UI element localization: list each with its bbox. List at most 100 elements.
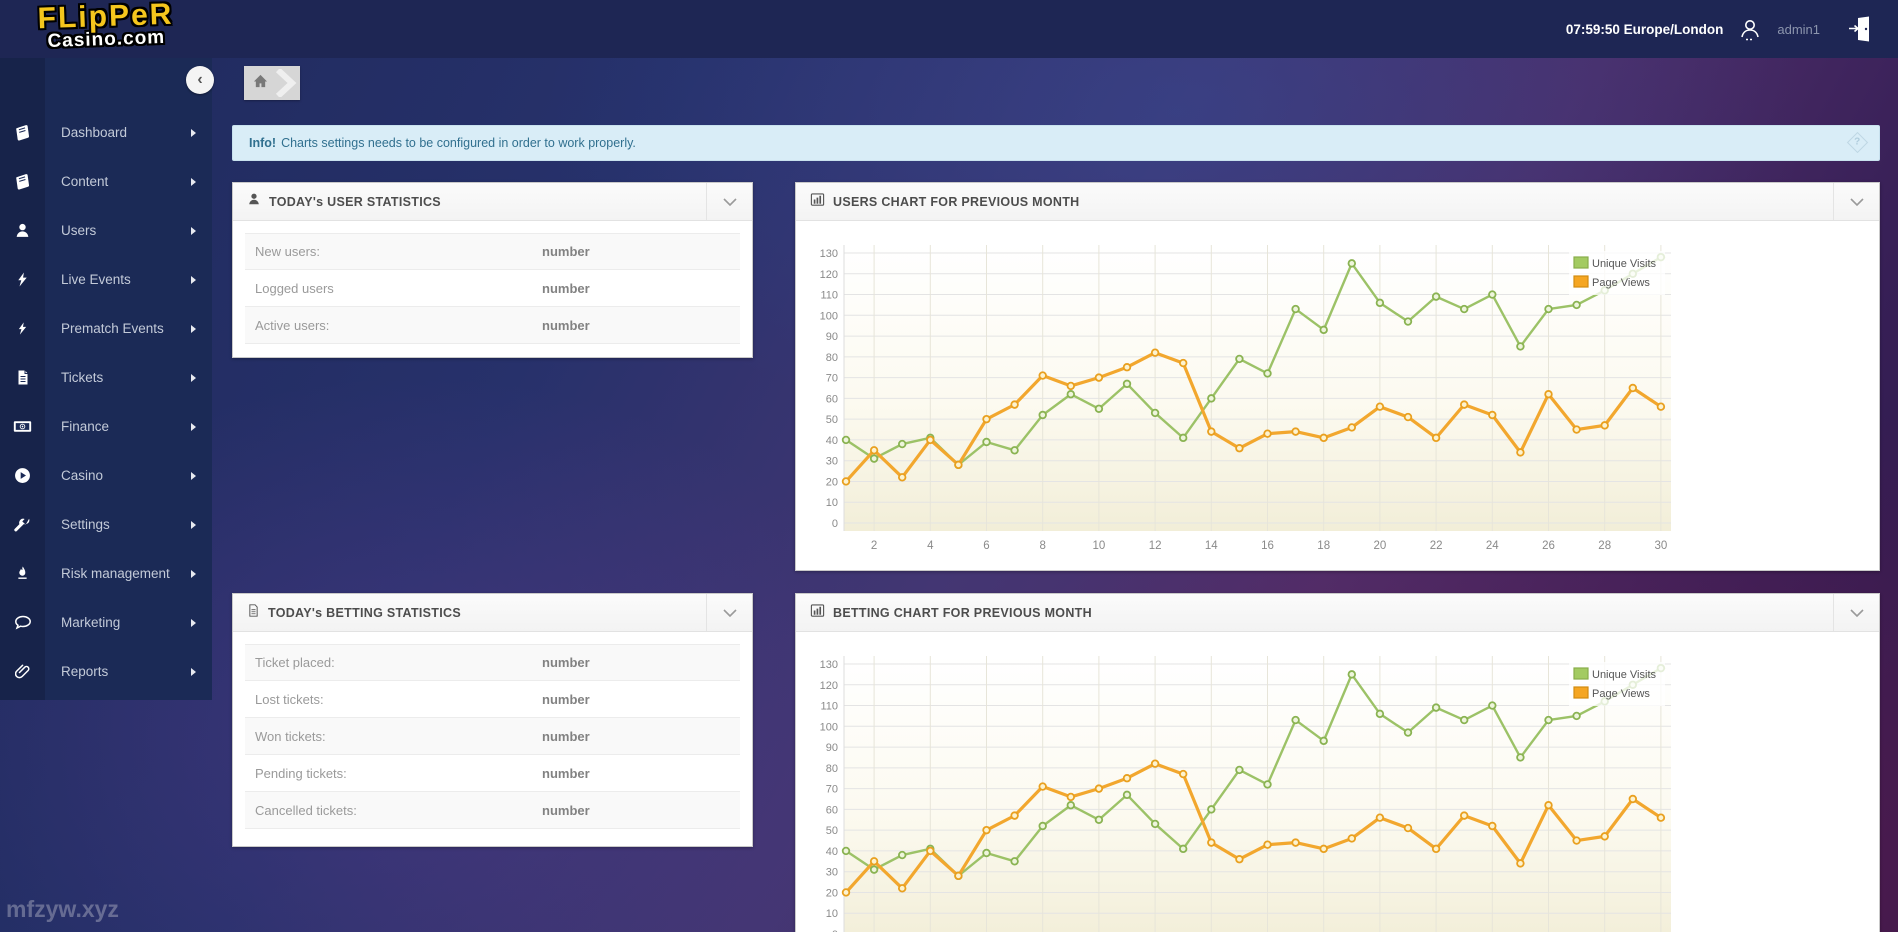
user-statistics-panel: TODAY's USER STATISTICS New users: numbe… bbox=[232, 182, 753, 358]
book-icon bbox=[0, 124, 45, 141]
svg-text:110: 110 bbox=[820, 290, 838, 302]
home-icon[interactable] bbox=[253, 74, 268, 93]
chevron-right-icon bbox=[191, 373, 196, 382]
svg-text:30: 30 bbox=[826, 456, 838, 468]
svg-text:70: 70 bbox=[826, 373, 838, 385]
breadcrumb[interactable] bbox=[244, 66, 300, 100]
svg-text:10: 10 bbox=[826, 497, 838, 509]
bolt-icon bbox=[0, 321, 45, 336]
svg-text:28: 28 bbox=[1598, 540, 1611, 552]
users-chart-panel: USERS CHART FOR PREVIOUS MONTH 0 10 20 30 40… bbox=[795, 182, 1880, 571]
flame-icon bbox=[0, 565, 45, 582]
svg-text:0: 0 bbox=[832, 518, 838, 530]
svg-text:40: 40 bbox=[826, 435, 838, 447]
document-icon bbox=[0, 369, 45, 386]
collapse-panel-button[interactable] bbox=[706, 594, 752, 631]
panel-header: BETTING CHART FOR PREVIOUS MONTH bbox=[796, 594, 1879, 632]
chevron-right-icon bbox=[191, 177, 196, 186]
users-line-chart[interactable]: 0 10 20 30 40 50 60 70 80 90 100 110 120 130 2 4 6 8 10 12 1… bbox=[796, 221, 1879, 571]
sidebar-item-reports[interactable]: Reports bbox=[0, 647, 212, 696]
info-alert: Info! Charts settings needs to be config… bbox=[232, 125, 1880, 161]
collapse-panel-button[interactable] bbox=[1833, 183, 1879, 220]
chevron-right-icon bbox=[191, 471, 196, 480]
collapse-panel-button[interactable] bbox=[706, 183, 752, 220]
sidebar-item-dashboard[interactable]: Dashboard bbox=[0, 108, 212, 157]
sidebar-item-prematch-events[interactable]: Prematch Events bbox=[0, 304, 212, 353]
stat-label: Logged users bbox=[255, 280, 334, 296]
user-avatar-icon[interactable] bbox=[1737, 16, 1763, 42]
svg-text:2: 2 bbox=[871, 540, 877, 552]
sidebar-item-tickets[interactable]: Tickets bbox=[0, 353, 212, 402]
panel-title: BETTING CHART FOR PREVIOUS MONTH bbox=[833, 605, 1092, 620]
sidebar-item-label: Prematch Events bbox=[61, 321, 164, 336]
stat-label: Lost tickets: bbox=[255, 691, 324, 707]
stat-row: Won tickets: number bbox=[245, 718, 740, 755]
betting-line-chart[interactable]: 0102030405060708090100110120130246810121… bbox=[796, 632, 1879, 932]
logo-text-casino: Casino.com bbox=[47, 26, 166, 53]
svg-text:50: 50 bbox=[826, 414, 838, 426]
svg-text:120: 120 bbox=[820, 269, 838, 281]
logout-door-icon[interactable] bbox=[1848, 16, 1872, 42]
svg-text:60: 60 bbox=[826, 393, 838, 405]
svg-text:16: 16 bbox=[1261, 540, 1274, 552]
svg-text:6: 6 bbox=[983, 540, 989, 552]
sidebar-item-settings[interactable]: Settings bbox=[0, 500, 212, 549]
casino-logo[interactable]: FLipPeR Casino.com bbox=[37, 0, 174, 53]
stat-row: Lost tickets: number bbox=[245, 681, 740, 718]
sidebar-item-risk-management[interactable]: Risk management bbox=[0, 549, 212, 598]
svg-text:12: 12 bbox=[1149, 540, 1162, 552]
sidebar-item-finance[interactable]: Finance bbox=[0, 402, 212, 451]
sidebar-item-content[interactable]: Content bbox=[0, 157, 212, 206]
breadcrumb-separator-icon bbox=[275, 67, 298, 102]
svg-text:Unique Visits: Unique Visits bbox=[1592, 258, 1656, 270]
sidebar-item-marketing[interactable]: Marketing bbox=[0, 598, 212, 647]
sidebar-item-label: Live Events bbox=[61, 272, 131, 287]
stat-row: New users: number bbox=[245, 233, 740, 270]
svg-text:100: 100 bbox=[820, 310, 838, 322]
svg-text:70: 70 bbox=[826, 784, 838, 796]
sidebar-item-casino[interactable]: Casino bbox=[0, 451, 212, 500]
chevron-right-icon bbox=[191, 520, 196, 529]
sidebar-item-live-events[interactable]: Live Events bbox=[0, 255, 212, 304]
stat-row: Logged users number bbox=[245, 270, 740, 307]
chevron-right-icon bbox=[191, 324, 196, 333]
chevron-right-icon bbox=[191, 422, 196, 431]
chevron-right-icon bbox=[191, 569, 196, 578]
svg-text:18: 18 bbox=[1317, 540, 1330, 552]
svg-text:90: 90 bbox=[826, 331, 838, 343]
svg-text:0: 0 bbox=[832, 929, 838, 932]
chevron-right-icon bbox=[191, 128, 196, 137]
svg-text:120: 120 bbox=[820, 680, 838, 692]
sidebar-collapse-button[interactable]: ‹ bbox=[186, 66, 214, 94]
bar-chart-icon bbox=[810, 192, 825, 212]
logged-in-username[interactable]: admin1 bbox=[1777, 21, 1820, 37]
svg-text:4: 4 bbox=[927, 540, 934, 552]
svg-text:100: 100 bbox=[820, 721, 838, 733]
stat-label: Active users: bbox=[255, 317, 330, 333]
stat-row: Pending tickets: number bbox=[245, 755, 740, 792]
betting-statistics-panel: TODAY's BETTING STATISTICS Ticket placed… bbox=[232, 593, 753, 847]
svg-text:Page Views: Page Views bbox=[1592, 688, 1650, 700]
stat-value: number bbox=[542, 802, 590, 818]
sidebar-item-label: Risk management bbox=[61, 566, 170, 581]
svg-text:40: 40 bbox=[826, 846, 838, 858]
svg-text:8: 8 bbox=[1039, 540, 1045, 552]
stat-value: number bbox=[542, 244, 590, 259]
help-question-icon[interactable]: ? bbox=[1846, 131, 1869, 154]
sidebar-item-label: Dashboard bbox=[61, 125, 128, 140]
svg-text:20: 20 bbox=[826, 476, 838, 488]
panel-header: USERS CHART FOR PREVIOUS MONTH bbox=[796, 183, 1879, 221]
stat-row: Ticket placed: number bbox=[245, 644, 740, 681]
collapse-panel-button[interactable] bbox=[1833, 594, 1879, 631]
panel-title: TODAY's USER STATISTICS bbox=[269, 194, 441, 209]
clock-timezone-label: 07:59:50 Europe/London bbox=[1565, 21, 1724, 37]
chevron-right-icon bbox=[191, 275, 196, 284]
betting-chart-panel: BETTING CHART FOR PREVIOUS MONTH 0 10 20 30… bbox=[795, 593, 1880, 932]
chevron-right-icon bbox=[191, 226, 196, 235]
bar-chart-icon bbox=[810, 603, 825, 623]
sidebar-item-users[interactable]: Users bbox=[0, 206, 212, 255]
stat-value: number bbox=[542, 280, 590, 296]
stat-value: number bbox=[542, 691, 590, 707]
panel-header: TODAY's USER STATISTICS bbox=[233, 183, 752, 221]
